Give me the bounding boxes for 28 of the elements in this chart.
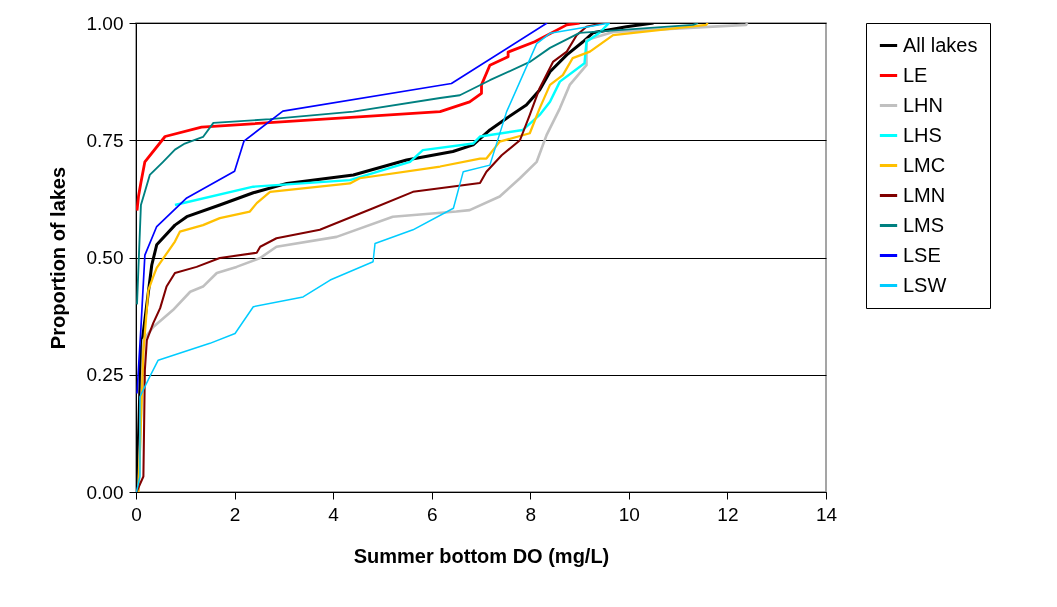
legend-label: LSE [903, 243, 941, 266]
legend-label: LHS [903, 123, 942, 146]
x-tick-label: 14 [815, 503, 838, 525]
line-series [136, 23, 548, 395]
line-series [136, 23, 581, 213]
x-tick-label: 2 [229, 503, 241, 525]
x-tick-label: 8 [525, 503, 537, 525]
y-tick-label: 1.00 [86, 12, 124, 34]
y-tick-label: 0.00 [86, 481, 124, 503]
x-axis-title: Summer bottom DO (mg/L) [353, 544, 610, 567]
x-tick-label: 0 [131, 503, 142, 525]
line-series [136, 23, 699, 306]
legend-label: LMN [903, 183, 946, 206]
x-tick-label: 4 [328, 503, 340, 525]
y-tick-label: 0.50 [86, 247, 124, 268]
legend-label: LMC [903, 153, 946, 176]
legend-label: All lakes [903, 33, 978, 56]
legend-label: LHN [903, 93, 944, 116]
legend-label: LMS [903, 213, 945, 236]
legend-label: LE [903, 63, 928, 86]
y-tick-label: 0.25 [86, 364, 124, 386]
legend-label: LSW [903, 273, 947, 296]
x-tick-label: 6 [426, 503, 438, 525]
line-series [173, 23, 611, 207]
x-tick-label: 10 [618, 503, 640, 525]
y-axis-title: Proportion of lakes [46, 166, 69, 350]
y-tick-label: 0.75 [86, 129, 124, 151]
x-tick-label: 12 [717, 503, 739, 525]
